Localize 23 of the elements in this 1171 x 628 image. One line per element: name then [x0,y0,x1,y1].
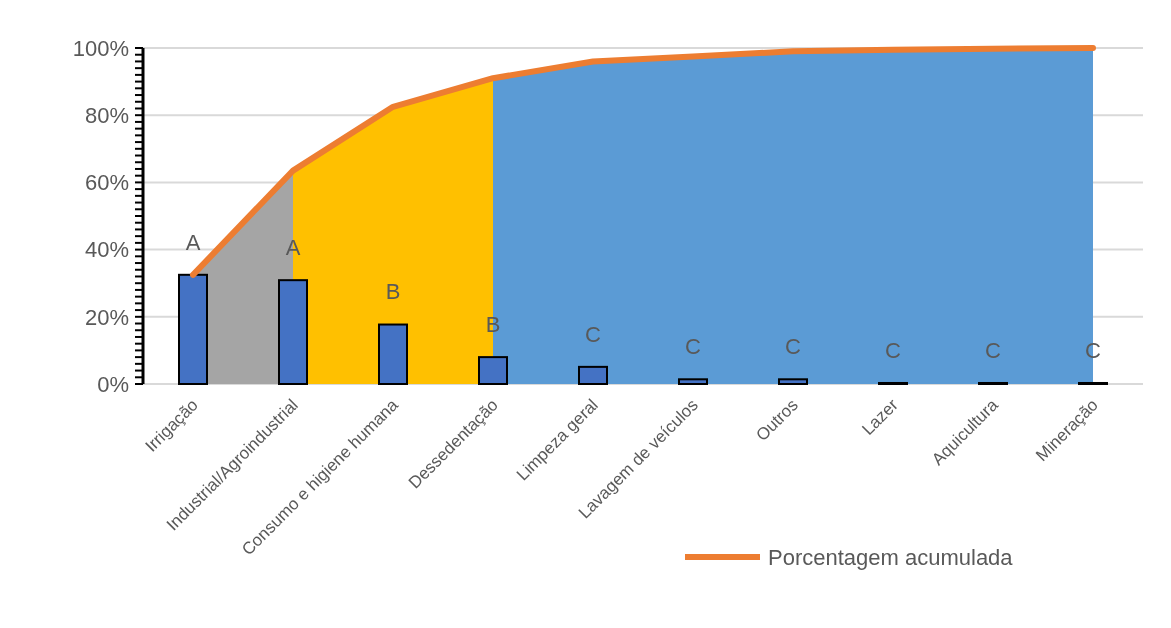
annotation: C [685,334,702,359]
annotation: B [385,279,401,305]
y-tick-label: 20% [84,304,129,330]
y-tick-label: 80% [84,102,129,128]
bar [478,356,508,385]
annotation: C [985,337,1002,363]
y-tick-label: 100% [72,35,129,61]
bar [378,323,408,385]
y-tick-label: 0% [97,371,129,397]
bar [178,273,208,385]
annotation: A [285,234,301,260]
annotation: A [185,229,201,255]
legend-label: Porcentagem acumulada [768,544,1014,570]
y-tick-label: 60% [84,170,129,196]
bar [278,279,308,385]
annotation: C [1085,337,1102,363]
annotation: C [885,337,902,363]
annotation: C [785,334,802,359]
annotation: C [585,321,602,347]
bar [678,378,708,385]
bar [578,365,608,385]
y-tick-label: 40% [84,237,129,263]
bar [778,378,808,385]
